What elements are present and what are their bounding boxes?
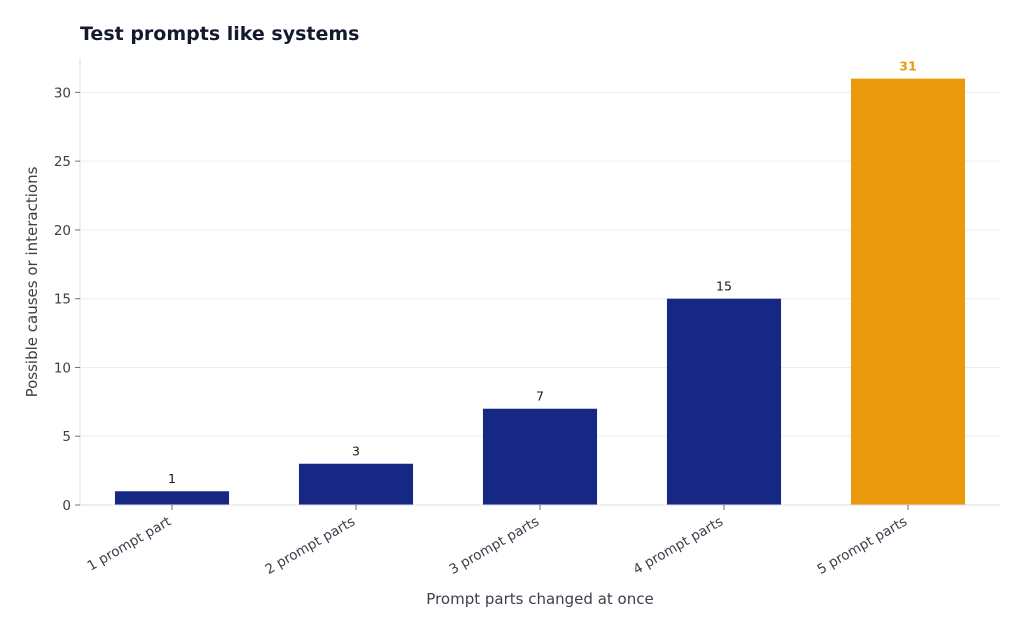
bars [114,78,966,505]
y-axis-label: Possible causes or interactions [23,166,41,397]
bar-2 [298,463,414,505]
y-tick-label: 30 [54,85,71,101]
chart-title: Test prompts like systems [80,23,360,45]
y-tick-label: 25 [54,154,71,170]
x-tick-label: 4 prompt parts [631,514,726,578]
bar-value-label: 31 [899,59,916,74]
x-tick-label: 3 prompt parts [447,514,542,578]
bar-value-label: 7 [536,389,544,404]
bar-value-label: 1 [168,471,176,486]
bar-5 [850,78,966,505]
y-axis-ticks: 0 5 10 15 20 25 30 [54,85,80,514]
y-tick-label: 0 [62,498,71,514]
x-tick-label: 1 prompt part [85,514,174,575]
y-tick-label: 15 [54,292,71,308]
x-tick-label: 2 prompt parts [263,514,358,578]
gridlines [80,91,1000,437]
bar-value-label: 3 [352,444,360,459]
y-tick-label: 20 [54,223,71,239]
bar-3 [482,408,598,505]
bar-1 [114,491,230,505]
x-axis-ticks: 1 prompt part 2 prompt parts 3 prompt part… [85,505,910,578]
x-axis-label: Prompt parts changed at once [426,590,653,608]
value-labels: 1 3 7 15 31 [168,59,917,487]
bar-value-label: 15 [716,279,732,294]
y-tick-label: 5 [62,429,71,445]
y-tick-label: 10 [54,360,71,376]
bar-4 [666,298,782,505]
x-tick-label: 5 prompt parts [815,514,910,578]
